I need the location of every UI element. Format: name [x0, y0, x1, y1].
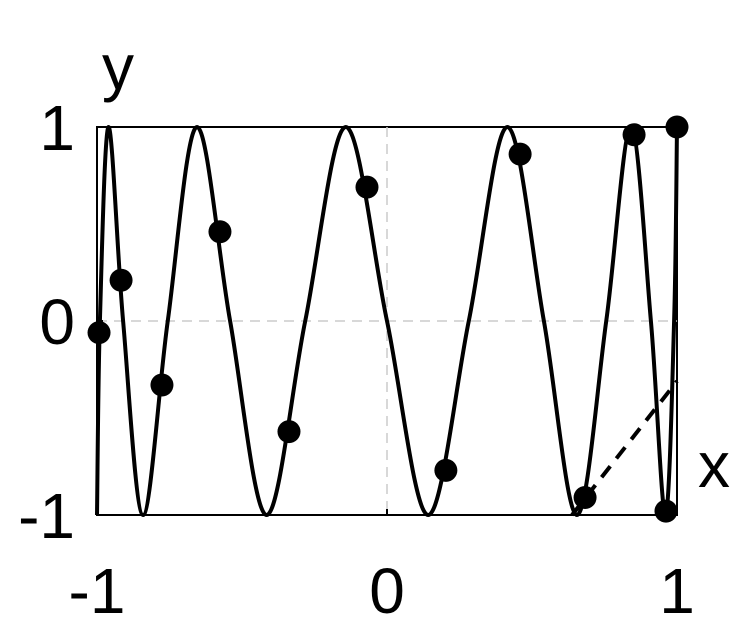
x-axis-label: x	[698, 429, 730, 501]
x-tick-label: 1	[659, 555, 695, 625]
x-tick-label: -1	[69, 555, 126, 625]
point	[622, 123, 646, 147]
point	[508, 142, 532, 166]
y-axis-label: y	[102, 31, 134, 103]
point	[277, 420, 301, 444]
y-tick-label: 0	[39, 286, 75, 358]
point	[434, 458, 458, 482]
point	[208, 220, 232, 244]
point	[654, 499, 678, 523]
y-tick-label: -1	[18, 480, 75, 552]
point	[87, 321, 111, 345]
y-tick-label: 1	[39, 92, 75, 164]
point	[665, 115, 689, 139]
point	[150, 373, 174, 397]
point	[355, 175, 379, 199]
point	[573, 486, 597, 510]
point	[109, 268, 133, 292]
curve	[95, 124, 679, 518]
x-tick-label: 0	[369, 555, 405, 625]
